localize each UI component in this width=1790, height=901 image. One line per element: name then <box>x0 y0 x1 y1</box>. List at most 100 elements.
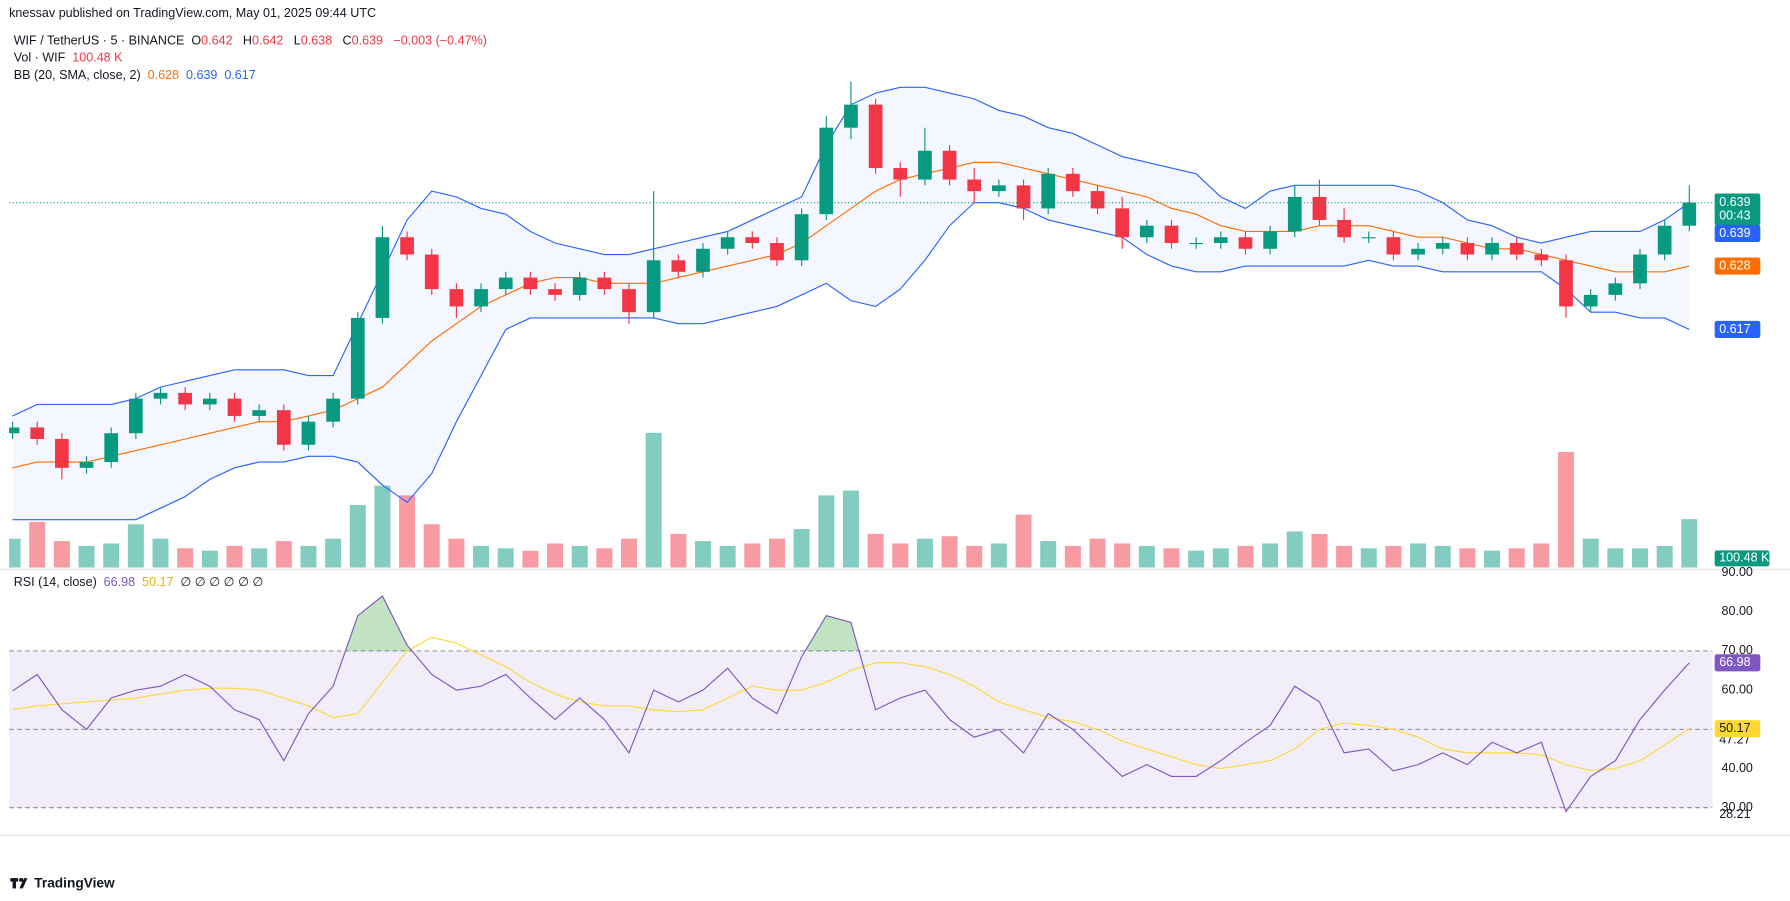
candle-body <box>1287 196 1302 232</box>
volume-bar <box>1484 550 1501 568</box>
volume-bar <box>226 545 243 568</box>
volume-bar <box>1533 543 1550 568</box>
bb-lower <box>12 202 1690 521</box>
volume-bar <box>1163 548 1180 568</box>
ohlc-value: 0.638 <box>300 34 333 48</box>
volume-bar <box>9 538 21 568</box>
bb-basis <box>12 161 1690 469</box>
volume-bar <box>1138 545 1155 568</box>
volume-bar <box>892 543 909 568</box>
volume-bar <box>694 541 711 568</box>
candle-body <box>30 427 45 439</box>
candle-body <box>301 421 316 445</box>
ohlc-key: C <box>342 34 352 48</box>
candle-body <box>967 179 982 192</box>
candle-body <box>178 392 193 405</box>
volume-bar <box>497 548 514 568</box>
ohlc-close: C0.639 <box>343 34 387 48</box>
bb-basis-value: 0.628 <box>147 68 180 83</box>
volume-bar <box>596 548 613 568</box>
volume-bar <box>473 545 490 568</box>
volume-bar <box>719 545 736 568</box>
candle-body <box>276 410 291 445</box>
bb-lower-label <box>1714 320 1761 339</box>
volume-bar <box>966 545 983 568</box>
volume-bar <box>1188 550 1205 568</box>
rsi-ma-label <box>1714 720 1761 738</box>
candle-body <box>992 185 1006 192</box>
volume-bar <box>127 524 144 568</box>
rsi-legend: RSI (14, close) 66.98 50.17 ∅ ∅ ∅ ∅ ∅ ∅ <box>14 574 267 591</box>
candle-body <box>548 289 562 295</box>
candle-body <box>128 398 143 434</box>
candle-body <box>424 254 439 290</box>
volume-bar <box>251 548 268 568</box>
ohlc-high: H0.642 <box>243 34 287 48</box>
rsi-ma-line <box>12 636 1690 772</box>
volume-bar <box>177 548 194 568</box>
bb-upper-label <box>1714 224 1761 243</box>
bb-basis-label-text: 0.628 <box>1719 258 1750 272</box>
candle-body <box>1164 225 1179 243</box>
y-tick-label: 80.00 <box>1722 604 1753 618</box>
candle-body <box>1213 237 1228 243</box>
symbol-legend: WIF / TetherUS · 5 · BINANCE O0.642 H0.6… <box>14 33 491 50</box>
candle-body <box>1139 225 1154 238</box>
ohlc-open: O0.642 <box>191 34 236 48</box>
volume-bar <box>423 524 440 568</box>
volume-value: 100.48 K <box>72 51 123 66</box>
volume-legend: Vol · WIF 100.48 K <box>14 50 126 67</box>
ohlc-value: 0.642 <box>201 34 233 48</box>
candle-body <box>1485 242 1499 255</box>
volume-bar <box>1681 519 1698 568</box>
volume-bar <box>275 541 292 568</box>
volume-bar <box>1015 514 1032 568</box>
candle-body <box>1090 191 1105 209</box>
candle-body <box>819 127 834 215</box>
volume-bar <box>1582 538 1599 568</box>
candle-body <box>696 248 710 272</box>
candle-body <box>1657 225 1672 255</box>
volume-bar <box>1508 548 1525 568</box>
volume-bar <box>448 538 465 568</box>
volume-bar <box>1286 531 1303 568</box>
rsi-value: 66.98 <box>103 575 136 590</box>
candle-body <box>597 277 612 290</box>
candle-body <box>745 237 760 243</box>
volume-bar <box>152 538 169 568</box>
candle-body <box>523 277 538 290</box>
candle-body <box>449 289 464 307</box>
candle-body <box>55 438 69 468</box>
candle-body <box>1361 237 1376 239</box>
countdown-text: 00:43 <box>1719 209 1750 223</box>
volume-bar <box>1336 545 1353 568</box>
candle-body <box>893 168 908 180</box>
volume-bar <box>1656 545 1673 568</box>
candle-body <box>1066 173 1080 192</box>
overbought-fill <box>345 596 860 651</box>
volume-bar <box>1040 541 1057 568</box>
candle-body <box>868 104 883 169</box>
volume-bar <box>990 543 1007 568</box>
volume-bar <box>1064 545 1081 568</box>
candle-body <box>844 104 858 128</box>
rsi-label <box>1714 654 1761 672</box>
candle-body <box>1682 202 1697 226</box>
bb-upper-value: 0.639 <box>185 68 218 83</box>
rsi-marker-label: 28.21 <box>1719 807 1750 821</box>
candle-body <box>1041 173 1056 209</box>
volume-bar <box>768 538 785 568</box>
volume-bar <box>1311 533 1328 568</box>
bb-fill <box>12 87 1690 520</box>
y-tick-label: 90.00 <box>1722 565 1753 579</box>
price-label-text: 0.639 <box>1719 195 1750 209</box>
candle-body <box>1608 283 1623 295</box>
candle-body <box>1411 248 1425 255</box>
candle-body <box>720 237 735 249</box>
ohlc-key: L <box>293 34 301 48</box>
volume-bar <box>571 545 588 568</box>
y-tick-label: 60.00 <box>1722 682 1753 696</box>
volume-bar <box>1212 548 1229 568</box>
candle-body <box>104 433 119 463</box>
